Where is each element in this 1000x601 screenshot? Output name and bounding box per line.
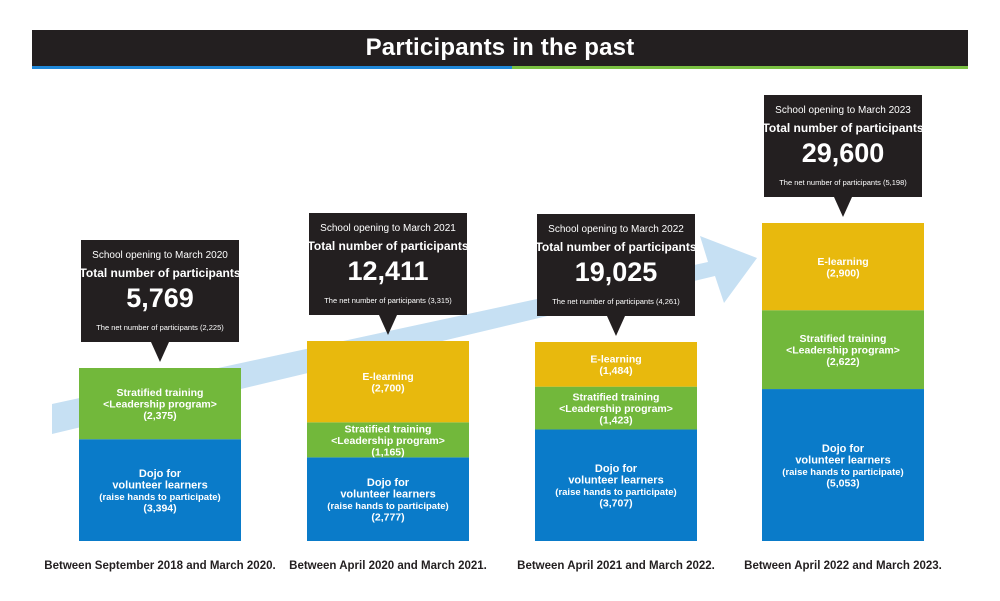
bar-segment-dojo — [307, 457, 469, 541]
callout-net: The net number of participants (3,315) — [324, 296, 452, 305]
bar-label-stratified: <Leadership program> — [559, 403, 673, 415]
bar-segment-dojo — [535, 429, 697, 541]
bar-label-stratified: <Leadership program> — [103, 399, 217, 411]
callout-net: The net number of participants (4,261) — [552, 297, 680, 306]
bar-label-stratified: Stratified training — [573, 392, 660, 404]
title-bar: Participants in the past — [32, 30, 968, 66]
bar-label-dojo: volunteer learners — [568, 474, 663, 486]
bar-label-elearning: (2,900) — [826, 267, 859, 279]
callout-period: School opening to March 2022 — [548, 224, 684, 235]
bar-label-elearning: E-learning — [362, 371, 413, 383]
bar-label-stratified: (1,423) — [599, 415, 632, 427]
bar-label-dojo: (raise hands to participate) — [782, 467, 903, 478]
bar-segment-elearning — [535, 342, 697, 387]
bar-label-elearning: (2,700) — [371, 382, 404, 394]
bar-label-stratified: Stratified training — [345, 423, 432, 435]
bar-label-elearning: E-learning — [817, 256, 868, 268]
callout-pointer — [379, 315, 397, 335]
bar-label-dojo: (3,394) — [143, 502, 176, 514]
bar-segment-dojo — [79, 439, 241, 541]
bar-label-dojo: (5,053) — [826, 477, 859, 489]
bar-label-stratified: <Leadership program> — [786, 345, 900, 357]
callout-period: School opening to March 2023 — [775, 105, 911, 116]
bar-segment-stratified — [79, 368, 241, 440]
title-underline-green — [512, 66, 968, 69]
bar-label-dojo: Dojo for — [139, 468, 182, 480]
callout-pointer — [607, 316, 625, 336]
callout-box — [309, 213, 467, 315]
bar-label-dojo: Dojo for — [822, 443, 865, 455]
callout-period: School opening to March 2021 — [320, 223, 456, 234]
callout-net: The net number of participants (5,198) — [779, 178, 907, 187]
x-tick-label: Between April 2020 and March 2021. — [289, 560, 487, 572]
bar-label-elearning: E-learning — [590, 354, 641, 366]
callout-box — [537, 214, 695, 316]
bar-label-dojo: Dojo for — [367, 477, 410, 489]
callout-heading: Total number of participants — [535, 240, 696, 254]
callout-total: 19,025 — [575, 257, 658, 287]
callout-box — [764, 95, 922, 197]
bar-label-dojo: (raise hands to participate) — [99, 492, 220, 503]
callout-total: 29,600 — [802, 138, 885, 168]
x-tick-label: Between April 2022 and March 2023. — [744, 560, 942, 572]
bar-label-stratified: (2,622) — [826, 356, 859, 368]
bar-label-stratified: <Leadership program> — [331, 435, 445, 447]
title-underline-blue — [32, 66, 512, 69]
callout-total: 5,769 — [126, 283, 194, 313]
bar-segment-elearning — [307, 341, 469, 423]
callout-box — [81, 240, 239, 342]
bar-segment-stratified — [535, 386, 697, 430]
callout-net: The net number of participants (2,225) — [96, 323, 224, 332]
callout-heading: Total number of participants — [307, 239, 468, 253]
x-tick-label: Between April 2021 and March 2022. — [517, 560, 715, 572]
x-tick-label: Between September 2018 and March 2020. — [44, 560, 275, 572]
bar-label-dojo: volunteer learners — [112, 479, 207, 491]
page-title: Participants in the past — [365, 34, 635, 61]
bar-label-stratified: Stratified training — [117, 387, 204, 399]
callout-pointer — [151, 342, 169, 362]
bar-segment-stratified — [762, 310, 924, 390]
bar-label-stratified: Stratified training — [800, 333, 887, 345]
bar-label-dojo: volunteer learners — [795, 454, 890, 466]
bar-label-dojo: (raise hands to participate) — [555, 487, 676, 498]
bar-label-dojo: (raise hands to participate) — [327, 501, 448, 512]
callout-total: 12,411 — [347, 256, 428, 286]
callout-period: School opening to March 2020 — [92, 250, 228, 261]
bar-label-dojo: (2,777) — [371, 511, 404, 523]
bar-segment-dojo — [762, 389, 924, 541]
bar-label-stratified: (1,165) — [371, 446, 404, 458]
bar-label-dojo: Dojo for — [595, 463, 638, 475]
bar-label-dojo: (3,707) — [599, 497, 632, 509]
bar-segment-elearning — [762, 223, 924, 311]
bar-label-dojo: volunteer learners — [340, 488, 435, 500]
bar-segment-stratified — [307, 422, 469, 458]
callout-pointer — [834, 197, 852, 217]
callout-heading: Total number of participants — [79, 266, 240, 280]
callout-heading: Total number of participants — [762, 121, 923, 135]
bar-label-elearning: (1,484) — [599, 365, 632, 377]
bar-label-stratified: (2,375) — [143, 410, 176, 422]
